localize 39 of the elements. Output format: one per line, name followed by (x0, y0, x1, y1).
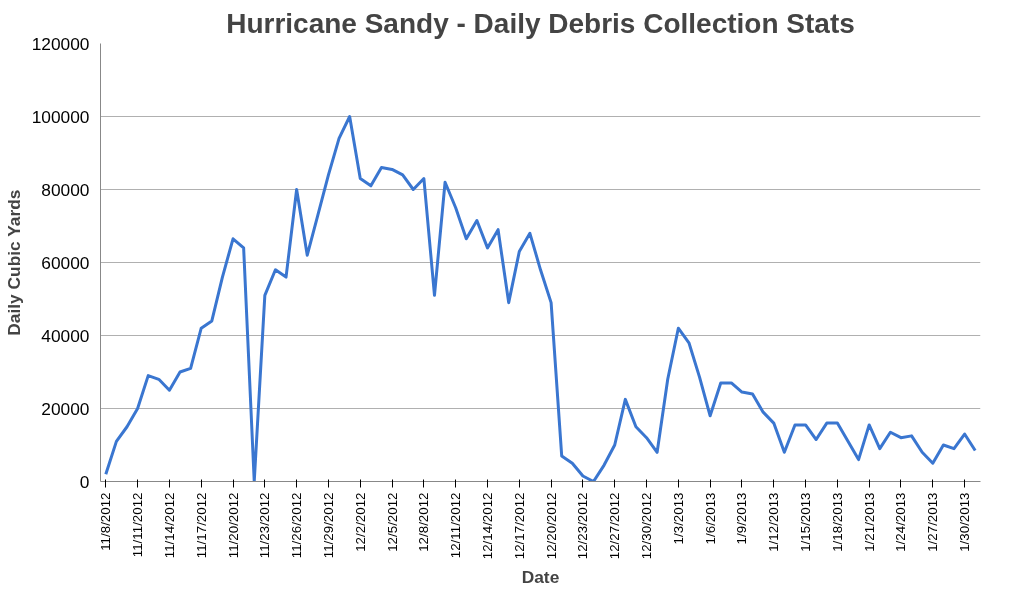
x-tick-label: 11/26/2012 (289, 492, 305, 559)
x-tick-label: 11/20/2012 (225, 492, 241, 559)
y-tick-label: 60000 (41, 252, 90, 273)
x-tick-label: 1/30/2013 (957, 492, 973, 552)
x-tick-label: 12/20/2012 (543, 492, 559, 560)
x-tick-label: 12/17/2012 (511, 492, 527, 560)
y-tick-label: 20000 (41, 398, 90, 419)
x-tick-label: 1/18/2013 (829, 492, 845, 552)
y-tick-label: 120000 (31, 33, 90, 54)
x-tick-label: 12/5/2012 (384, 492, 400, 552)
x-tick-label: 11/11/2012 (130, 492, 146, 558)
y-tick-label: 40000 (41, 325, 90, 346)
x-tick-label: 12/11/2012 (448, 492, 464, 559)
y-tick-label: 80000 (41, 179, 90, 200)
x-tick-label: 11/29/2012 (320, 492, 336, 559)
x-tick-label: 1/24/2013 (893, 492, 909, 552)
x-axis-title: Date (521, 567, 560, 588)
x-tick-label: 1/9/2013 (734, 492, 750, 545)
x-tick-label: 1/15/2013 (798, 492, 814, 552)
x-tick-label: 11/8/2012 (98, 492, 114, 551)
y-tick-label: 100000 (31, 106, 90, 127)
x-tick-label: 1/27/2013 (925, 492, 941, 552)
chart-title: Hurricane Sandy - Daily Debris Collection Stats (226, 7, 855, 39)
y-tick-label: 0 (79, 471, 90, 492)
x-tick-label: 11/23/2012 (257, 492, 273, 559)
x-tick-label: 11/17/2012 (193, 492, 209, 559)
y-axis-title: Daily Cubic Yards (3, 189, 24, 336)
x-tick-label: 12/2/2012 (352, 492, 368, 552)
line-series (104, 115, 977, 482)
x-tick-label: 1/21/2013 (861, 492, 877, 552)
x-tick-label: 1/6/2013 (702, 492, 718, 545)
x-tick-label: 12/8/2012 (416, 492, 432, 552)
x-tick-label: 12/23/2012 (575, 492, 591, 560)
x-tick-label: 12/30/2012 (639, 492, 655, 560)
x-tick-label: 12/14/2012 (479, 492, 495, 560)
x-tick-label: 1/12/2013 (766, 492, 782, 552)
x-tick-label: 1/3/2013 (670, 492, 686, 545)
x-tick-label: 11/14/2012 (161, 492, 177, 559)
x-tick-label: 12/27/2012 (607, 492, 623, 560)
